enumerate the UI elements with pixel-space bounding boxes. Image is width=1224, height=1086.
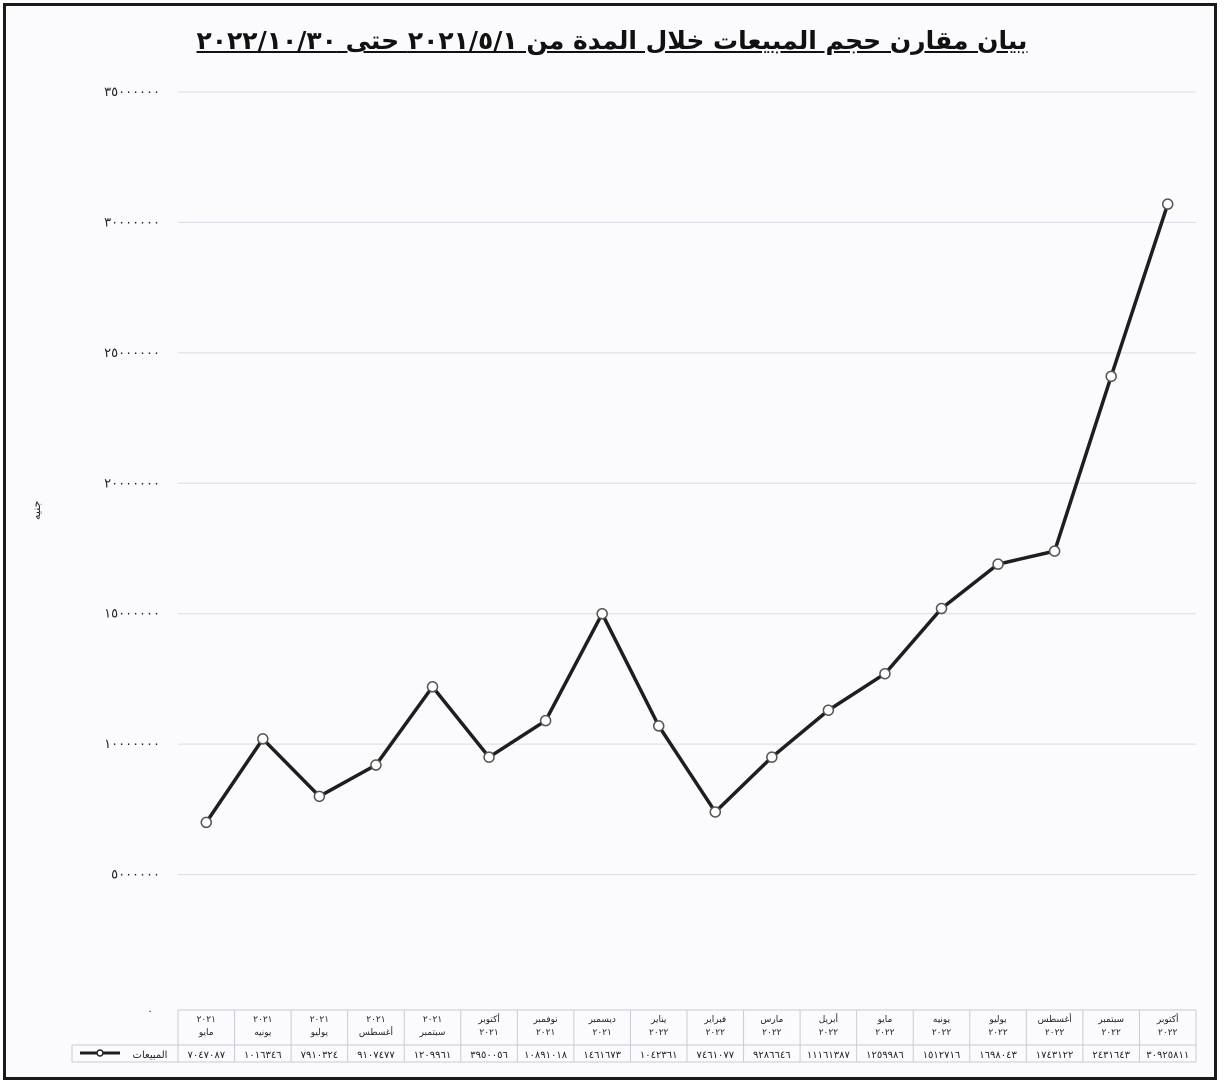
table-value: ١٧٤٣١٢٢	[1036, 1050, 1074, 1061]
x-tick-label: أغسطس	[359, 1026, 393, 1038]
table-value: ٧٤٦١٠٧٧	[696, 1050, 734, 1061]
table-value: ٢٤٣١٦٤٣	[1092, 1050, 1130, 1061]
x-tick-label: ٢٠٢٢	[1045, 1028, 1065, 1038]
y-tick-label: ٣٥٠٠٠٠٠٠	[104, 85, 160, 100]
x-tick-label: يوليو	[988, 1015, 1007, 1025]
x-tick-label: ٢٠٢٢	[762, 1028, 782, 1038]
x-tick-label: ٢٠٢١	[197, 1015, 216, 1025]
data-point	[370, 759, 382, 771]
x-tick-label: ٢٠٢١	[310, 1015, 329, 1025]
x-tick-label: ٢٠٢١	[536, 1028, 555, 1038]
data-point	[652, 720, 665, 732]
x-tick-label: مايو	[877, 1015, 893, 1025]
x-tick-label: ٢٠٢٢	[932, 1028, 952, 1038]
x-tick-label: ٢٠٢١	[479, 1028, 498, 1038]
x-tick-label: مايو	[198, 1028, 214, 1038]
x-tick-label: أكتوبر	[477, 1013, 500, 1025]
table-value: ١٥١٢٧١٦	[923, 1050, 961, 1061]
data-point	[1161, 198, 1174, 210]
x-tick-label: سبتمبر	[1097, 1015, 1124, 1025]
x-tick-label: أبريل	[819, 1013, 838, 1025]
data-point	[992, 558, 1004, 570]
table-value: ٣٩٥٠٠٥٦	[470, 1050, 508, 1061]
x-tick-label: أغسطس	[1038, 1013, 1072, 1025]
data-point	[879, 667, 891, 680]
data-point	[426, 681, 439, 693]
data-point	[709, 806, 722, 818]
x-tick-label: ٢٠٢١	[366, 1015, 385, 1025]
table-value: ١٠٨٩١٠١٨	[524, 1050, 568, 1061]
x-tick-label: يونيه	[254, 1028, 272, 1038]
data-table: ٠ ٢٠٢١ مايو ٧٠٤٧٠٨٧ ٢٠٢١ يونيه ١٠١٦٣٤٦ ٢٠٢١ يولي…	[71, 1006, 1197, 1063]
series-line-layer	[204, 203, 1170, 824]
data-points	[200, 198, 1174, 829]
table-value: ٧٠٤٧٠٨٧	[187, 1050, 225, 1061]
table-value: ١٠١٦٣٤٦	[244, 1050, 282, 1061]
x-tick-label: ٢٠٢٢	[706, 1028, 726, 1038]
y-tick-label: ٣٠٠٠٠٠٠٠	[104, 215, 160, 230]
table-value: ١٤٦١٦٧٣	[583, 1050, 621, 1061]
x-tick-label: ديسمبر	[587, 1015, 615, 1025]
data-point	[935, 602, 948, 615]
x-tick-label: أكتوبر	[1156, 1013, 1179, 1025]
x-tick-label: نوفمبر	[532, 1015, 557, 1025]
data-point	[257, 733, 269, 745]
x-tick-label: ٢٠٢١	[423, 1015, 442, 1025]
gridlines	[178, 91, 1196, 876]
data-point	[766, 751, 778, 763]
data-point	[483, 751, 495, 763]
x-tick-label: ٢٠٢٢	[1158, 1028, 1178, 1038]
legend-label: المبيعات	[133, 1050, 168, 1061]
x-tick-label: يونيه	[933, 1015, 951, 1025]
x-tick-label: ٢٠٢٢	[875, 1028, 895, 1038]
x-tick-label: ٢٠٢١	[592, 1028, 611, 1038]
data-point	[1105, 370, 1117, 383]
x-tick-label: سبتمبر	[419, 1028, 446, 1038]
y-tick-label: ٥٠٠٠٠٠٠	[111, 868, 160, 883]
x-tick-label: ٢٠٢٢	[988, 1028, 1008, 1038]
table-value: ١٦٩٨٠٤٣	[979, 1050, 1017, 1061]
data-point	[1048, 545, 1061, 557]
y-tick-label: ٢٠٠٠٠٠٠٠	[104, 476, 160, 491]
table-value: ١٢٥٩٩٨٦	[866, 1050, 904, 1061]
table-value: ٩٢٨٦٦٤٦	[753, 1050, 791, 1061]
table-value: ١٠٤٢٣٦١	[640, 1050, 678, 1061]
chart-title: بيان مقارن حجم المبيعات خلال المدة من ٢٠…	[196, 26, 1028, 55]
table-value: ١٢٠٩٩٦١	[414, 1050, 452, 1061]
table-value: ٣٠٩٢٥٨١١	[1146, 1050, 1189, 1061]
x-tick-label: ٢٠٢٢	[819, 1028, 839, 1038]
x-tick-label: يوليو	[310, 1028, 329, 1038]
zero-label: ٠	[147, 1006, 152, 1017]
x-tick-label: ٢٠٢٢	[1101, 1028, 1121, 1038]
y-tick-label: ١٥٠٠٠٠٠٠	[104, 607, 160, 622]
y-tick-label: ٢٥٠٠٠٠٠٠	[104, 346, 160, 361]
table-value: ٩١٠٧٤٧٧	[357, 1050, 395, 1061]
legend-marker	[96, 1049, 104, 1057]
data-point	[596, 607, 608, 620]
y-axis-ticks: ٥٠٠٠٠٠٠ ١٠٠٠٠٠٠٠ ١٥٠٠٠٠٠٠ ٢٠٠٠٠٠٠٠ ٢٥٠٠٠٠٠٠ ٣…	[104, 85, 160, 883]
x-tick-label: مارس	[760, 1015, 783, 1025]
table-value: ٧٩١٠٣٢٤	[301, 1050, 339, 1061]
y-tick-label: ١٠٠٠٠٠٠٠	[104, 737, 160, 752]
x-tick-label: فبراير	[703, 1015, 726, 1025]
table-value: ١١١٦١٣٨٧	[807, 1050, 851, 1061]
data-point	[313, 790, 326, 803]
chart-frame	[3, 3, 1217, 1080]
data-point	[200, 816, 213, 829]
data-point	[539, 714, 552, 727]
x-tick-label: يناير	[650, 1015, 667, 1025]
x-tick-label: ٢٠٢٢	[649, 1028, 669, 1038]
x-tick-label: ٢٠٢١	[253, 1015, 272, 1025]
data-point	[822, 704, 835, 716]
series-line	[204, 203, 1170, 824]
